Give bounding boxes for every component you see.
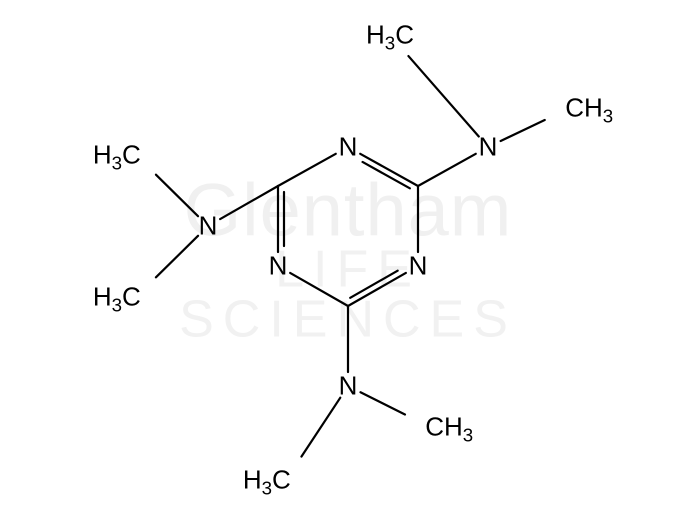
atom-label-ring_N3: N <box>409 251 428 282</box>
diagram-canvas: Glentham LIFE SCIENCES NNNNH3CCH3NCH3H3C… <box>0 0 696 520</box>
atom-label-ring_N1: N <box>339 132 358 163</box>
atom-label-sub2_H3Ca: H3C <box>366 20 414 51</box>
atom-label-sub6_N: N <box>199 211 218 242</box>
atom-label-sub4_H3C: H3C <box>243 465 291 496</box>
atom-label-ring_N5: N <box>269 251 288 282</box>
bonds-layer <box>0 0 696 520</box>
atom-label-sub6_H3Cb: H3C <box>93 282 141 313</box>
atom-label-sub2_CH3b: CH3 <box>565 93 613 124</box>
atom-label-sub4_CH3b: CH3 <box>425 412 473 443</box>
atom-label-sub6_H3Ca: H3C <box>93 140 141 171</box>
atom-label-sub2_N: N <box>479 132 498 163</box>
atom-label-sub4_N: N <box>339 371 358 402</box>
